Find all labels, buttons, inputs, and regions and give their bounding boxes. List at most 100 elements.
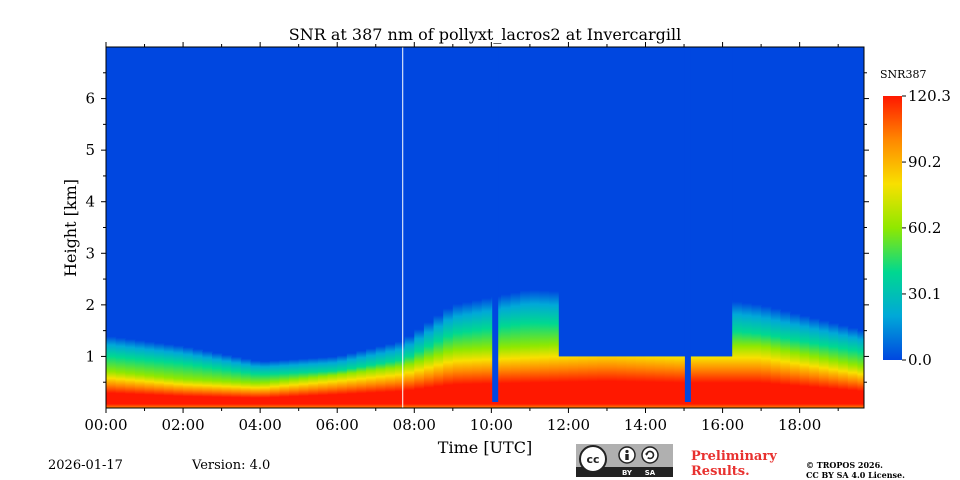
- heatmap-column: [809, 318, 820, 408]
- y-axis-label: Height [km]: [61, 179, 80, 277]
- colorbar-tick-label: 120.3: [908, 87, 951, 105]
- x-tick-label: 10:00: [470, 416, 513, 434]
- y-tick-label: 5: [85, 141, 95, 159]
- cloud-deck-attenuation: [558, 47, 733, 357]
- heatmap-column: [289, 359, 300, 408]
- heatmap-column: [414, 329, 425, 408]
- x-tick-label: 16:00: [701, 416, 744, 434]
- x-tick-label: 02:00: [161, 416, 204, 434]
- heatmap-column: [452, 303, 464, 408]
- heatmap-column: [106, 336, 117, 408]
- heatmap-column: [847, 327, 859, 408]
- heatmap-column: [134, 340, 146, 408]
- heatmap-column: [790, 313, 801, 408]
- heatmap-column: [761, 306, 772, 408]
- heatmap-column: [375, 346, 386, 408]
- copyright-line-1: © TROPOS 2026.: [806, 460, 883, 470]
- colorbar-title: SNR387: [880, 68, 926, 81]
- x-tick-label: 18:00: [778, 416, 821, 434]
- heatmap-column: [443, 308, 454, 408]
- heatmap-column: [366, 348, 377, 408]
- heatmap-column: [317, 357, 329, 408]
- heatmap-column: [250, 360, 261, 408]
- preliminary-results-note: Preliminary Results.: [691, 449, 777, 479]
- heatmap-column: [818, 320, 830, 408]
- cc-by-sa-license-badge: cc BY SA: [576, 444, 673, 477]
- sa-label: SA: [645, 469, 656, 477]
- heatmap-column: [327, 356, 338, 408]
- x-tick-label: 12:00: [547, 416, 590, 434]
- heatmap-column: [472, 300, 483, 408]
- x-axis: 00:00 02:00 04:00 06:00 08:00 10:00 12:00 14:00…: [84, 42, 839, 434]
- heatmap-column: [356, 350, 367, 408]
- heatmap-column: [539, 290, 550, 408]
- footer-date: 2026-01-17: [48, 458, 123, 473]
- footer-version: Version: 4.0: [192, 458, 271, 473]
- heatmap-column: [857, 330, 864, 408]
- heatmap-column: [732, 301, 743, 408]
- x-tick-label: 04:00: [239, 416, 282, 434]
- colorbar-tick-label: 90.2: [908, 153, 941, 171]
- heatmap-column: [385, 343, 396, 408]
- heatmap-column: [751, 304, 762, 408]
- cc-icon-text: cc: [586, 453, 599, 466]
- heatmap-column: [221, 354, 232, 408]
- y-tick-label: 6: [85, 90, 95, 108]
- heatmap-column: [240, 358, 252, 408]
- heatmap-column: [125, 339, 136, 408]
- y-tick-label: 4: [85, 193, 95, 211]
- x-tick-label: 06:00: [316, 416, 359, 434]
- heatmap-column: [780, 310, 791, 408]
- heatmap-column: [115, 337, 126, 408]
- heatmap-column: [154, 342, 165, 408]
- heatmap-column: [549, 290, 560, 408]
- colorbar: [883, 96, 902, 360]
- heatmap-column: [173, 345, 184, 408]
- colorbar-tick-label: 0.0: [908, 351, 932, 369]
- colorbar-tick-label: 60.2: [908, 219, 941, 237]
- heatmap-column: [481, 298, 492, 408]
- heatmap-column: [395, 341, 406, 408]
- x-tick-label: 08:00: [393, 416, 436, 434]
- copyright-line-2: CC BY SA 4.0 License.: [806, 470, 905, 480]
- y-axis: 1 2 3 4 5 6: [85, 72, 869, 383]
- heatmap-column: [346, 353, 358, 408]
- y-tick-label: 2: [85, 296, 95, 314]
- heatmap-column: [423, 322, 435, 408]
- cc-icon: [579, 445, 607, 473]
- y-tick-label: 3: [85, 244, 95, 262]
- x-tick-label: 00:00: [84, 416, 127, 434]
- heatmap-column: [308, 358, 319, 408]
- snr-heatmap: [106, 47, 864, 408]
- heatmap-column: [520, 290, 531, 408]
- sa-share-icon: [641, 446, 659, 464]
- preliminary-line-2: Results.: [691, 464, 750, 479]
- copyright-note: © TROPOS 2026. CC BY SA 4.0 License.: [806, 460, 905, 480]
- heatmap-column: [828, 322, 839, 408]
- heatmap-column: [279, 359, 290, 408]
- heatmap-column: [433, 315, 444, 408]
- colorbar-ticks: 0.0 30.1 60.2 90.2 120.3: [902, 87, 951, 369]
- heatmap-column: [163, 344, 175, 408]
- x-axis-label: Time [UTC]: [438, 438, 532, 457]
- colorbar-tick-label: 30.1: [908, 285, 941, 303]
- heatmap-column: [192, 349, 203, 408]
- heatmap-column: [202, 350, 213, 408]
- signal-dropout: [684, 47, 691, 402]
- heatmap-column: [462, 301, 473, 408]
- heatmap-column: [510, 292, 521, 408]
- heatmap-column: [144, 341, 155, 408]
- heatmap-column: [260, 361, 271, 408]
- heatmap-column: [500, 294, 512, 408]
- heatmap-column: [337, 355, 348, 408]
- x-tick-label: 14:00: [624, 416, 667, 434]
- heatmap-column: [529, 289, 541, 408]
- heatmap-column: [183, 347, 194, 408]
- heatmap-column: [838, 325, 849, 408]
- chart-title: SNR at 387 nm of pollyxt_lacros2 at Inve…: [289, 25, 682, 44]
- heatmap-column: [799, 315, 810, 408]
- heatmap-column: [211, 352, 223, 408]
- heatmap-column: [298, 358, 309, 408]
- preliminary-line-1: Preliminary: [691, 449, 777, 464]
